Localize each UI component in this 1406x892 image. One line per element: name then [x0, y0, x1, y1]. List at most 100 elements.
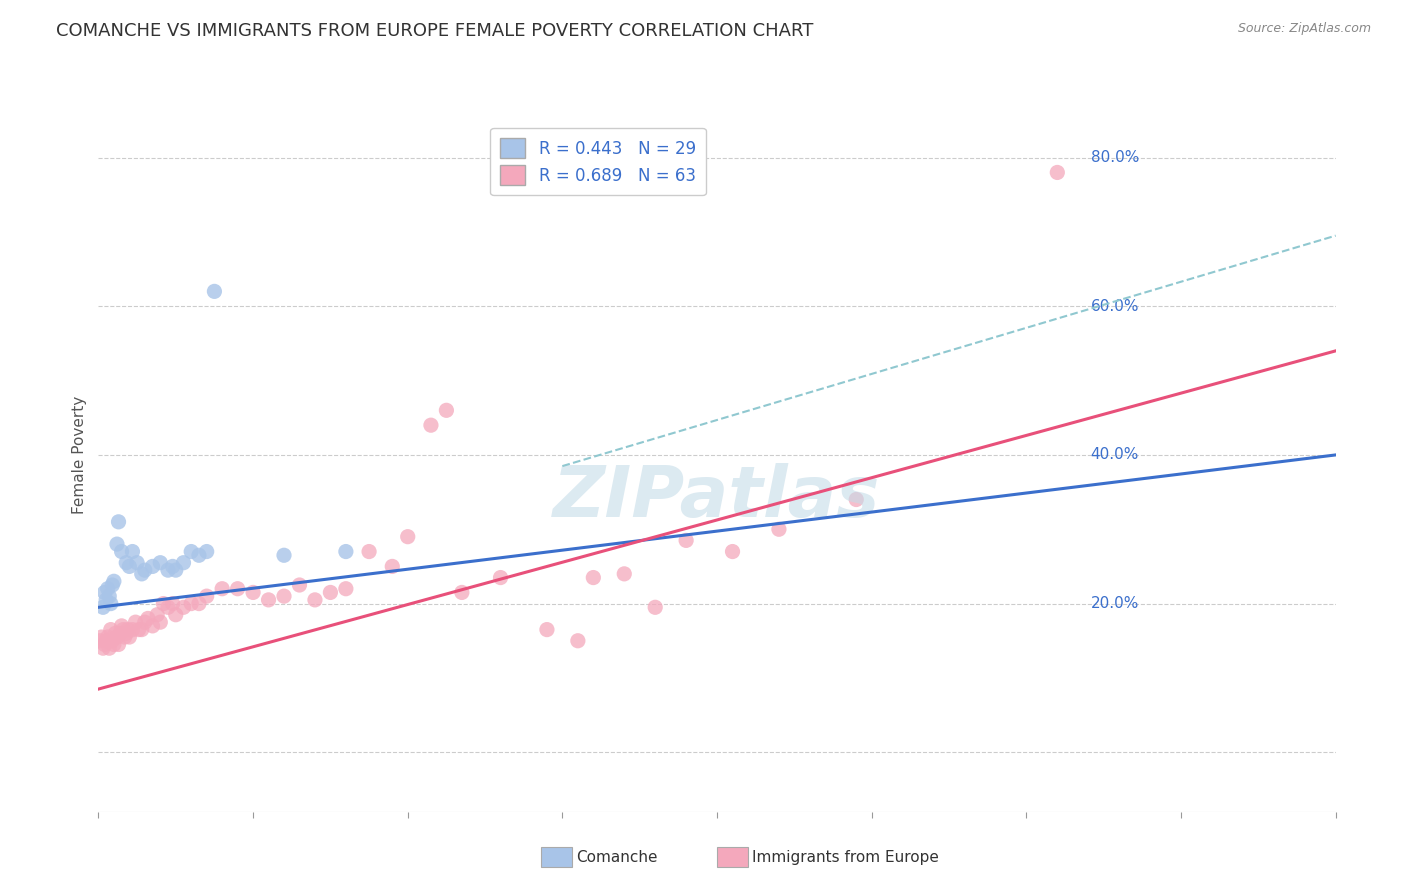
- Point: [165, 607, 187, 622]
- Point: [157, 563, 180, 577]
- Text: COMANCHE VS IMMIGRANTS FROM EUROPE FEMALE POVERTY CORRELATION CHART: COMANCHE VS IMMIGRANTS FROM EUROPE FEMAL…: [56, 22, 814, 40]
- Point: [675, 533, 697, 548]
- Point: [108, 626, 131, 640]
- Point: [450, 585, 472, 599]
- Point: [105, 630, 128, 644]
- Point: [567, 633, 589, 648]
- Point: [613, 566, 636, 581]
- Point: [118, 630, 141, 644]
- Point: [131, 623, 153, 637]
- Point: [152, 597, 174, 611]
- Point: [357, 544, 380, 558]
- Point: [101, 633, 124, 648]
- Point: [98, 641, 121, 656]
- Point: [134, 563, 156, 577]
- Point: [112, 623, 135, 637]
- Point: [149, 556, 172, 570]
- Y-axis label: Female Poverty: Female Poverty: [72, 396, 87, 514]
- Point: [195, 589, 218, 603]
- Point: [104, 626, 127, 640]
- Point: [103, 574, 125, 589]
- Point: [98, 589, 121, 603]
- Point: [131, 566, 153, 581]
- Point: [141, 619, 165, 633]
- Point: [172, 556, 194, 570]
- Point: [149, 615, 172, 630]
- Point: [257, 592, 280, 607]
- Point: [768, 522, 790, 536]
- Point: [273, 548, 295, 563]
- Point: [180, 597, 202, 611]
- Text: 60.0%: 60.0%: [1091, 299, 1139, 314]
- Legend: R = 0.443   N = 29, R = 0.689   N = 63: R = 0.443 N = 29, R = 0.689 N = 63: [491, 128, 706, 195]
- Point: [157, 600, 180, 615]
- Point: [127, 556, 149, 570]
- Point: [141, 559, 165, 574]
- Point: [436, 403, 458, 417]
- Point: [419, 418, 441, 433]
- Point: [90, 630, 112, 644]
- Text: Comanche: Comanche: [576, 850, 658, 864]
- Point: [146, 607, 169, 622]
- Point: [128, 623, 150, 637]
- Point: [96, 633, 118, 648]
- Point: [211, 582, 233, 596]
- Point: [242, 585, 264, 599]
- Point: [319, 585, 342, 599]
- Text: ZIPatlas: ZIPatlas: [554, 463, 880, 533]
- Point: [134, 615, 156, 630]
- Point: [97, 630, 120, 644]
- Point: [117, 623, 139, 637]
- Point: [644, 600, 666, 615]
- Point: [489, 571, 512, 585]
- Point: [381, 559, 404, 574]
- Point: [335, 544, 357, 558]
- Point: [114, 630, 136, 644]
- Point: [100, 597, 122, 611]
- Point: [107, 515, 129, 529]
- Point: [97, 582, 120, 596]
- Point: [96, 592, 118, 607]
- Point: [115, 556, 138, 570]
- Point: [288, 578, 311, 592]
- Point: [273, 589, 295, 603]
- Point: [162, 597, 184, 611]
- Point: [396, 530, 419, 544]
- Point: [121, 544, 143, 558]
- Text: 20.0%: 20.0%: [1091, 596, 1139, 611]
- Point: [124, 615, 146, 630]
- Point: [100, 623, 122, 637]
- Point: [335, 582, 357, 596]
- Point: [101, 578, 124, 592]
- Point: [536, 623, 558, 637]
- Point: [180, 544, 202, 558]
- Point: [226, 582, 249, 596]
- Point: [195, 544, 218, 558]
- Point: [91, 641, 114, 656]
- Point: [103, 637, 125, 651]
- Point: [89, 633, 111, 648]
- Point: [1046, 165, 1069, 179]
- Point: [115, 626, 138, 640]
- Point: [304, 592, 326, 607]
- Point: [105, 537, 128, 551]
- Point: [721, 544, 744, 558]
- Point: [91, 600, 114, 615]
- Point: [172, 600, 194, 615]
- Point: [582, 571, 605, 585]
- Point: [165, 563, 187, 577]
- Point: [93, 637, 115, 651]
- Point: [121, 623, 143, 637]
- Point: [93, 585, 115, 599]
- Point: [204, 285, 226, 299]
- Point: [162, 559, 184, 574]
- Text: Immigrants from Europe: Immigrants from Europe: [752, 850, 939, 864]
- Text: Source: ZipAtlas.com: Source: ZipAtlas.com: [1237, 22, 1371, 36]
- Point: [111, 544, 132, 558]
- Point: [845, 492, 868, 507]
- Point: [188, 548, 211, 563]
- Point: [136, 611, 159, 625]
- Point: [111, 619, 132, 633]
- Point: [107, 637, 129, 651]
- Point: [118, 559, 141, 574]
